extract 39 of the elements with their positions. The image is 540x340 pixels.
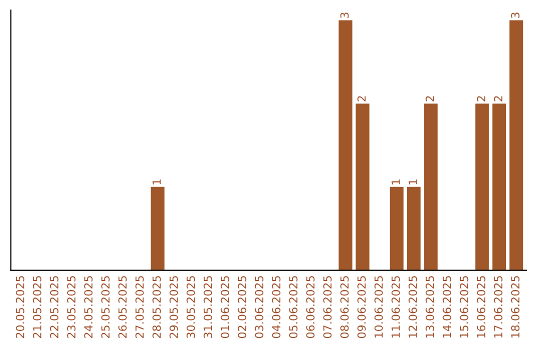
- x-tick-label: 12.06.2025: [408, 276, 418, 338]
- x-tick-label: 05.06.2025: [289, 276, 298, 338]
- x-tick-label: 26.05.2025: [118, 276, 127, 338]
- x-tick-label: 27.05.2025: [135, 276, 144, 338]
- x-tick-label: 30.05.2025: [186, 276, 196, 338]
- x-tick-label: 22.05.2025: [50, 276, 58, 338]
- x-tick-label: 07.06.2025: [323, 276, 332, 338]
- x-tick-label: 21.05.2025: [32, 276, 42, 338]
- x-tick-label: 23.05.2025: [67, 276, 76, 338]
- x-tick-label: 18.06.2025: [511, 276, 520, 338]
- x-tick-label: 08.06.2025: [340, 276, 349, 338]
- data-label: 2: [357, 96, 366, 102]
- x-tick-label: 14.06.2025: [442, 276, 452, 338]
- x-tick-label: 09.06.2025: [357, 276, 366, 338]
- data-label: 2: [426, 96, 434, 102]
- x-tick-label: 17.06.2025: [494, 276, 502, 338]
- x-tick-label: 15.06.2025: [460, 276, 468, 338]
- data-label: 1: [152, 180, 161, 184]
- x-tick-label: 11.06.2025: [392, 276, 400, 338]
- x-tick-label: 16.06.2025: [476, 276, 486, 338]
- data-label: 2: [476, 96, 486, 102]
- x-tick-label: 13.06.2025: [426, 276, 434, 338]
- x-tick-label: 29.05.2025: [170, 276, 178, 338]
- x-tick-label: 02.06.2025: [238, 276, 246, 338]
- x-tick-label: 20.05.2025: [16, 276, 24, 338]
- x-tick-label: 06.06.2025: [306, 276, 315, 338]
- x-tick-label: 10.06.2025: [374, 276, 383, 338]
- data-label: 2: [494, 96, 502, 102]
- data-label: 1: [392, 180, 400, 184]
- x-tick-label: 01.06.2025: [220, 276, 230, 338]
- data-label: 3: [340, 12, 349, 18]
- x-tick-label: 31.05.2025: [204, 276, 212, 338]
- x-tick-label: 25.05.2025: [101, 276, 110, 338]
- data-label: 3: [511, 12, 520, 18]
- x-tick-label: 24.05.2025: [84, 276, 93, 338]
- x-tick-label: 28.05.2025: [152, 276, 161, 338]
- data-label: 1: [408, 180, 417, 184]
- x-tick-label: 04.06.2025: [272, 276, 280, 338]
- x-tick-label: 03.06.2025: [254, 276, 264, 338]
